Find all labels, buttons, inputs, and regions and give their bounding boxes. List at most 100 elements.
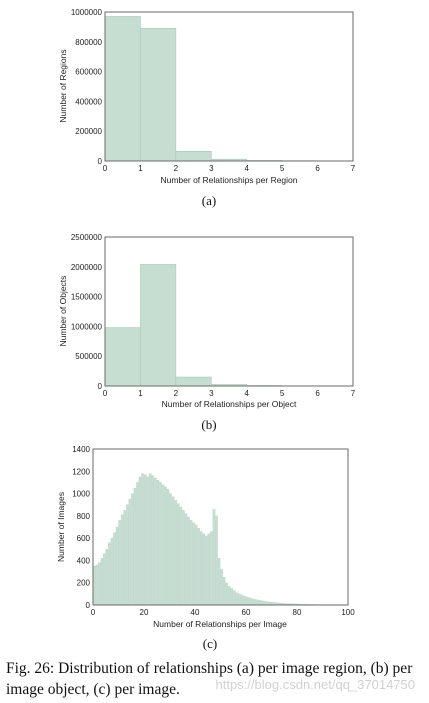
y-tick-label-a-0: 0: [98, 157, 103, 166]
bar-c-47: [212, 509, 216, 606]
bar-c-44: [205, 535, 208, 606]
bar-c-22: [149, 473, 152, 606]
x-tick-label-c-2: 40: [191, 608, 200, 617]
panel-label-c: (c): [203, 636, 217, 651]
bar-a-1: [140, 28, 177, 162]
bar-c-19: [141, 473, 144, 606]
x-tick-label-b-2: 2: [174, 389, 179, 398]
x-tick-label-c-3: 60: [242, 608, 251, 617]
bar-c-57: [238, 593, 241, 606]
bar-c-15: [131, 493, 134, 606]
bar-c-61: [248, 597, 251, 606]
bar-c-50: [220, 569, 223, 606]
chart-c: 0 200 400 600 800 1000 1200 1400 0 20 40 60 80 100 N…: [56, 445, 355, 651]
chart-a: 0 200000 400000 600000 800000 1000000 0 1 2 3 4 5 6…: [58, 8, 356, 208]
bar-c-26: [159, 482, 162, 606]
y-tick-label-b-3: 1500000: [71, 293, 103, 302]
bar-c-40: [194, 524, 198, 606]
y-tick-label-c-5: 1000: [72, 490, 90, 499]
x-tick-label-a-6: 6: [315, 164, 320, 173]
x-tick-label-b-5: 5: [280, 389, 285, 398]
x-tick-label-c-5: 100: [341, 608, 355, 617]
bar-c-68: [266, 601, 269, 606]
y-tick-label-a-4: 800000: [75, 38, 102, 47]
bar-c-5: [105, 549, 109, 606]
x-tick-label-c-4: 80: [293, 608, 302, 617]
x-tick-label-b-6: 6: [315, 389, 320, 398]
bar-c-41: [197, 528, 200, 606]
bar-c-32: [174, 500, 177, 606]
y-tick-label-c-3: 600: [77, 534, 91, 543]
plot-frame-a: [104, 11, 354, 162]
y-axis-label-c: Number of Images: [56, 492, 66, 562]
panel-label-b: (b): [201, 417, 216, 432]
bar-a-0: [104, 16, 141, 162]
bar-c-65: [258, 600, 262, 606]
bar-c-27: [161, 484, 165, 606]
x-tick-label-a-4: 4: [244, 164, 249, 173]
bar-c-42: [200, 531, 203, 606]
x-tick-label-b-1: 1: [138, 389, 143, 398]
bar-c-33: [177, 503, 180, 606]
x-tick-label-a-1: 1: [138, 164, 143, 173]
bar-c-18: [138, 476, 142, 606]
x-tick-label-b-3: 3: [209, 389, 214, 398]
bar-c-63: [253, 599, 256, 606]
y-tick-label-c-6: 1200: [72, 467, 90, 476]
x-tick-label-c-1: 20: [140, 608, 149, 617]
y-tick-label-b-1: 500000: [75, 352, 102, 361]
bar-c-38: [189, 520, 193, 606]
y-axis-label-b: Number of Objects: [58, 276, 68, 347]
y-tick-label-a-5: 1000000: [71, 8, 103, 17]
bar-c-7: [110, 538, 114, 606]
bar-c-2: [97, 562, 101, 606]
bar-c-66: [261, 600, 264, 606]
watermark: https://blog.csdn.net/qq_37014750: [215, 677, 416, 692]
bar-c-13: [126, 504, 129, 606]
y-tick-label-c-0: 0: [86, 601, 91, 610]
bar-a-2: [175, 151, 212, 162]
x-axis-label-a: Number of Relationships per Region: [160, 175, 297, 185]
bar-c-53: [228, 585, 231, 606]
bar-c-3: [100, 558, 104, 606]
bar-b-2: [175, 376, 212, 387]
bar-c-67: [263, 601, 267, 606]
bar-c-8: [113, 532, 116, 606]
x-tick-label-a-7: 7: [351, 164, 356, 173]
y-tick-label-c-4: 800: [77, 512, 91, 521]
bar-c-49: [217, 558, 221, 606]
y-tick-label-b-0: 0: [98, 382, 103, 391]
bar-c-21: [146, 476, 149, 606]
y-tick-label-b-4: 2000000: [71, 263, 103, 272]
x-tick-label-a-0: 0: [103, 164, 108, 173]
bar-c-29: [166, 489, 170, 606]
bar-c-12: [123, 510, 126, 606]
bar-c-52: [225, 582, 228, 606]
bar-c-23: [151, 475, 154, 606]
bar-c-25: [156, 480, 160, 606]
x-tick-label-c-0: 0: [91, 608, 96, 617]
figure-caption: Fig. 26: Distribution of relationships (…: [6, 660, 413, 698]
x-tick-label-a-2: 2: [174, 164, 179, 173]
bar-c-30: [169, 493, 172, 606]
y-axis-label-a: Number of Regions: [58, 49, 68, 122]
bar-c-24: [154, 477, 157, 606]
bar-c-45: [207, 533, 211, 606]
y-tick-label-c-2: 400: [77, 556, 91, 565]
bar-c-39: [192, 522, 195, 606]
bar-c-58: [240, 594, 244, 606]
x-tick-label-a-3: 3: [209, 164, 214, 173]
bar-c-9: [115, 526, 119, 606]
bar-c-20: [143, 474, 147, 606]
x-tick-label-a-5: 5: [280, 164, 285, 173]
bar-c-60: [245, 596, 249, 606]
panel-label-a: (a): [202, 193, 216, 208]
plot-frame-c: [92, 448, 349, 606]
bar-c-48: [215, 515, 218, 606]
bar-c-54: [230, 588, 234, 606]
y-tick-label-c-1: 200: [77, 579, 91, 588]
x-tick-label-b-7: 7: [351, 389, 356, 398]
y-tick-label-b-2: 1000000: [71, 322, 103, 331]
bar-c-62: [251, 598, 254, 606]
